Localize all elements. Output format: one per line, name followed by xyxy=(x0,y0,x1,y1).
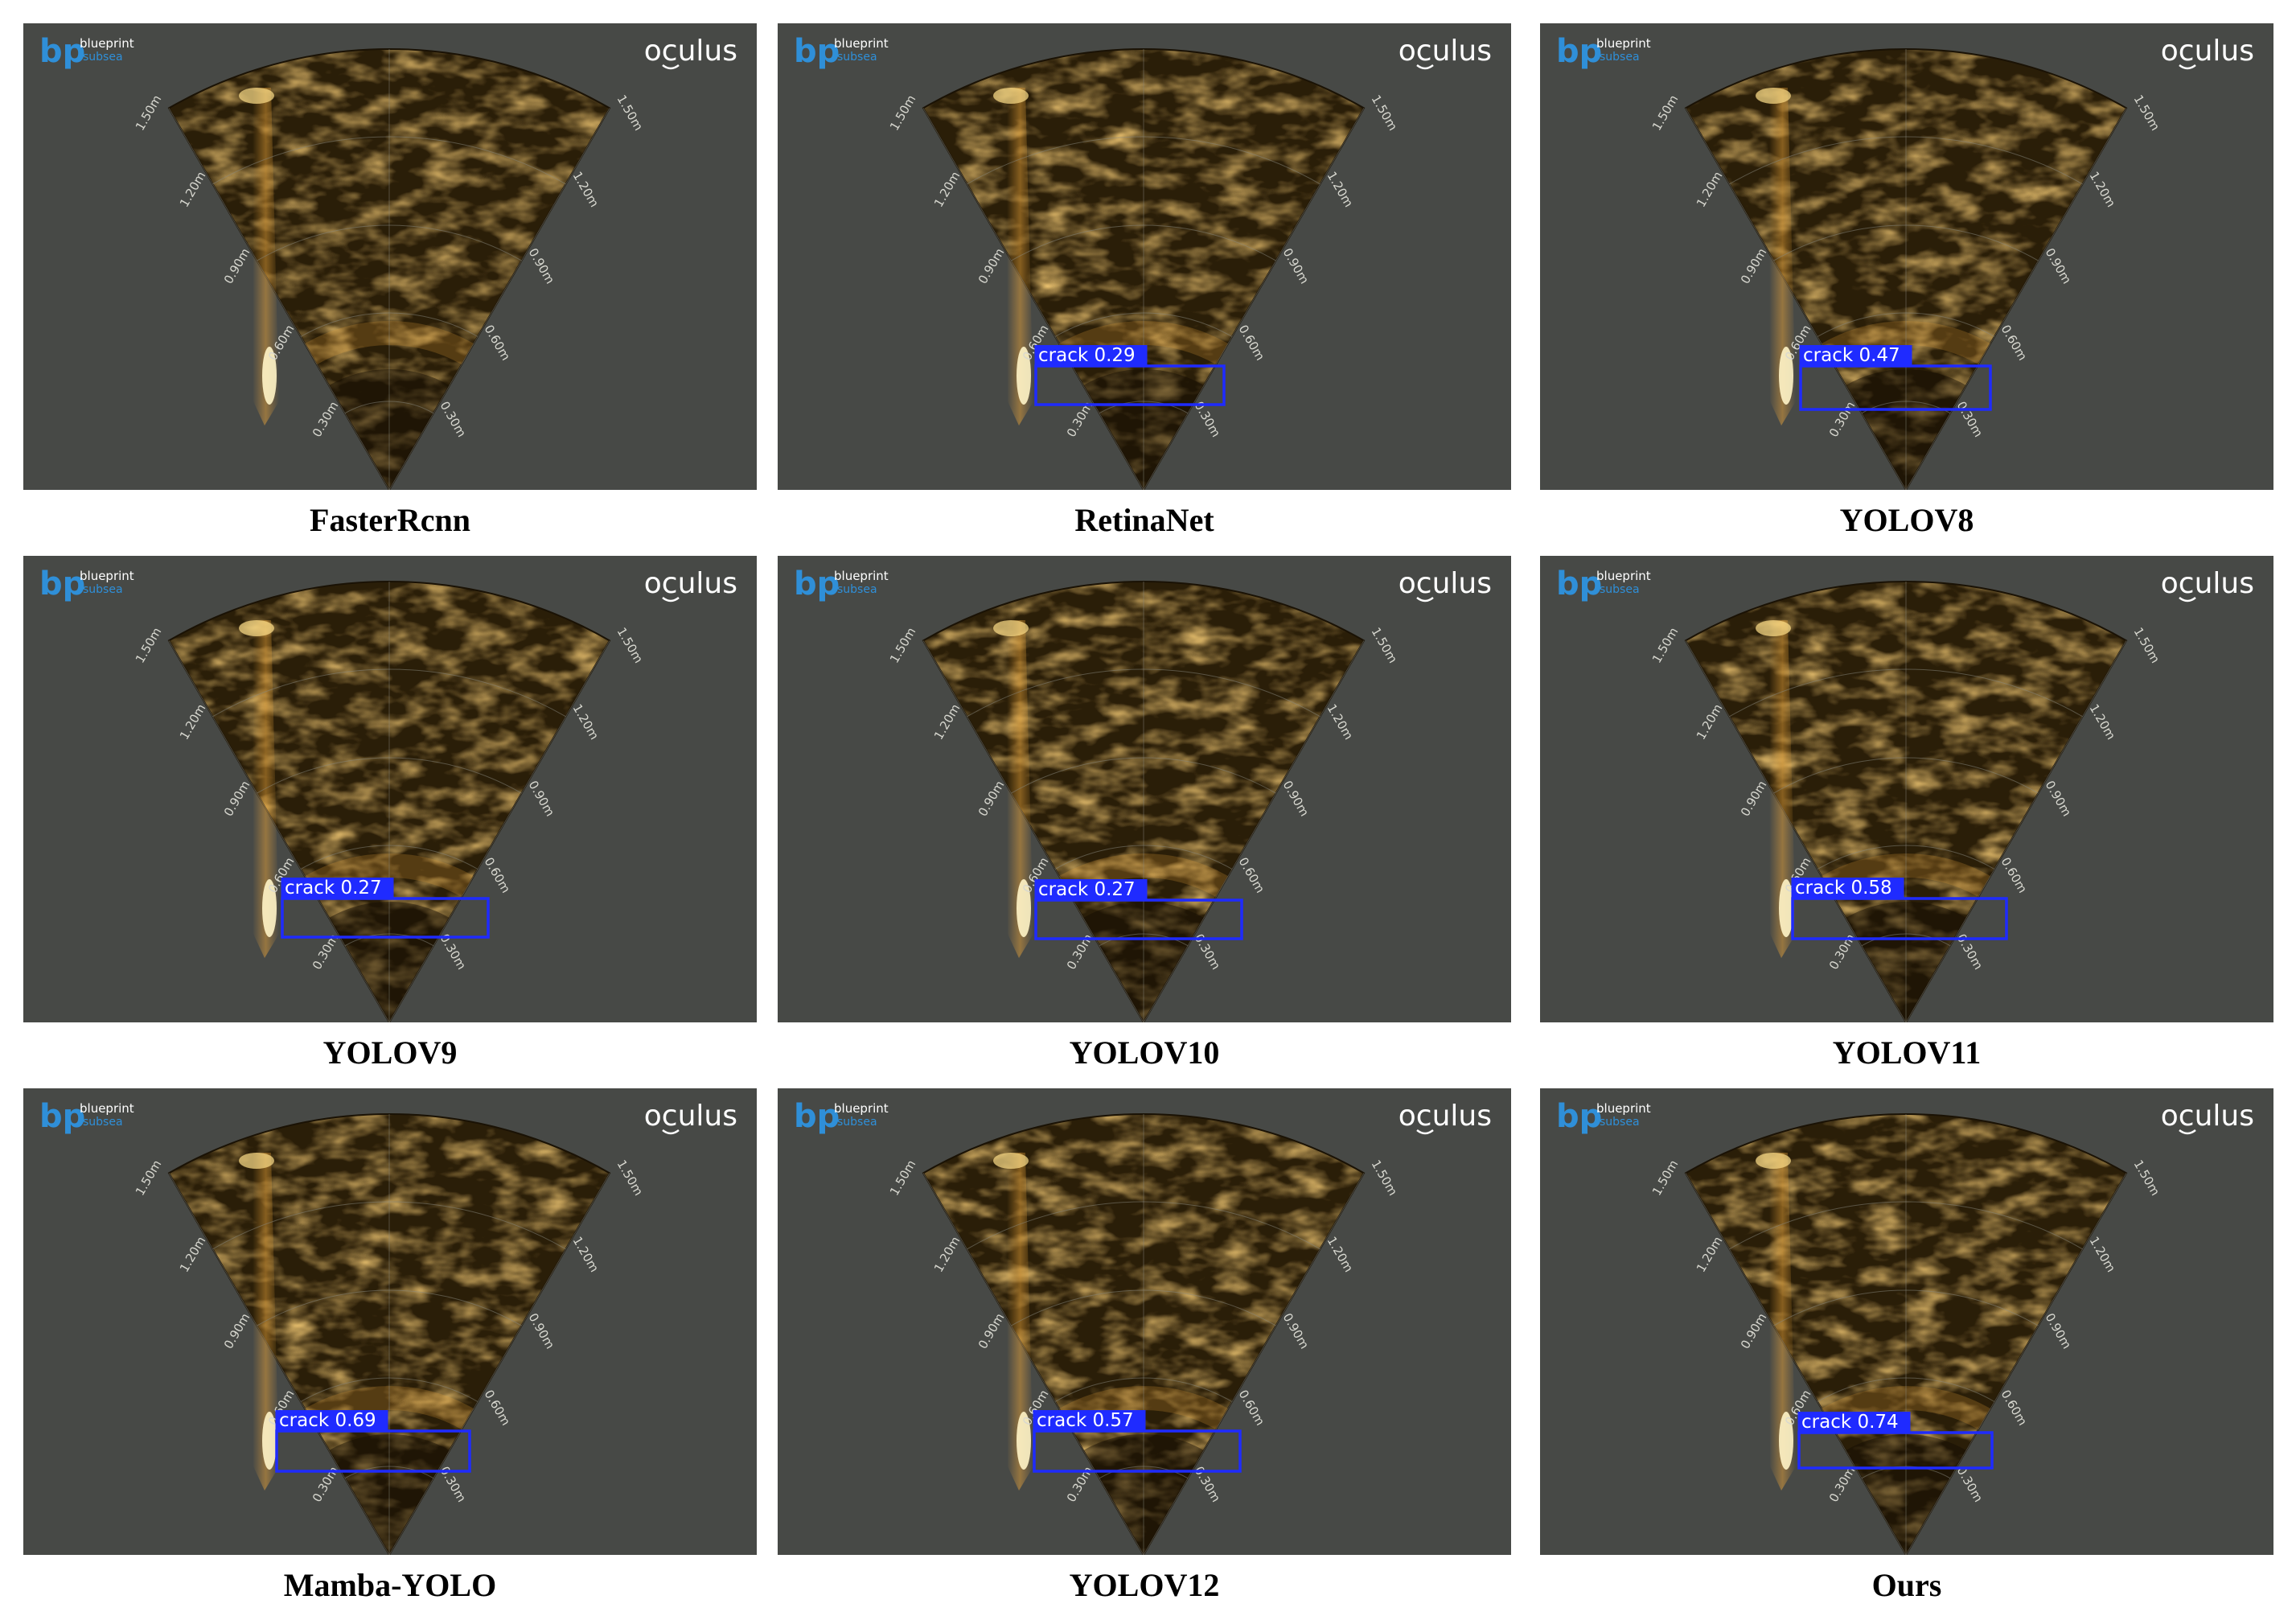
svg-text:bp: bp xyxy=(1556,33,1602,70)
detection-box: crack 0.27 xyxy=(281,878,490,939)
detection-label: crack 0.57 xyxy=(1037,1410,1134,1431)
svg-text:subsea: subsea xyxy=(83,51,123,64)
method-caption: YOLOV8 xyxy=(1839,502,1974,538)
sonar-panel: 0.30m 0.30m 0.60m 0.60m 0.90m 0.90m 1.20m 1.20m… xyxy=(1540,23,2273,490)
svg-text:blueprint: blueprint xyxy=(80,1101,134,1116)
svg-text:subsea: subsea xyxy=(837,1116,877,1129)
svg-text:bp: bp xyxy=(39,565,85,602)
svg-text:subsea: subsea xyxy=(1600,1116,1640,1129)
detection-label: crack 0.74 xyxy=(1801,1412,1899,1433)
svg-text:bp: bp xyxy=(39,33,85,70)
sonar-panel: 0.30m 0.30m 0.60m 0.60m 0.90m 0.90m 1.20m 1.20m… xyxy=(778,23,1511,490)
detection-box: crack 0.74 xyxy=(1797,1412,1994,1470)
method-caption: YOLOV9 xyxy=(322,1034,458,1071)
svg-text:blueprint: blueprint xyxy=(1596,1101,1651,1116)
echo-streak xyxy=(1769,1153,1796,1491)
svg-text:subsea: subsea xyxy=(83,1116,123,1129)
oculus-logo: oculus xyxy=(2161,1100,2254,1133)
detection-label: crack 0.27 xyxy=(285,878,382,899)
svg-text:blueprint: blueprint xyxy=(834,1101,889,1116)
sonar-panel: 0.30m 0.30m 0.60m 0.60m 0.90m 0.90m 1.20m 1.20m… xyxy=(1540,1088,2273,1555)
detection-label: crack 0.58 xyxy=(1795,878,1892,899)
echo-streak xyxy=(1769,620,1796,958)
svg-text:subsea: subsea xyxy=(837,583,877,596)
echo-streak xyxy=(1007,620,1033,958)
svg-text:blueprint: blueprint xyxy=(80,36,134,51)
detection-label: crack 0.69 xyxy=(279,1410,376,1431)
svg-text:bp: bp xyxy=(1556,1098,1602,1135)
detection-box: crack 0.57 xyxy=(1033,1410,1242,1473)
detection-label: crack 0.47 xyxy=(1803,345,1900,366)
svg-text:blueprint: blueprint xyxy=(80,569,134,583)
oculus-logo: oculus xyxy=(2161,567,2254,600)
detection-box: crack 0.58 xyxy=(1791,878,2008,940)
sonar-panel: 0.30m 0.30m 0.60m 0.60m 0.90m 0.90m 1.20m 1.20m… xyxy=(778,556,1511,1022)
oculus-logo: oculus xyxy=(644,35,737,68)
echo-streak xyxy=(253,620,279,958)
oculus-logo: oculus xyxy=(1399,567,1492,600)
method-caption: FasterRcnn xyxy=(310,502,470,538)
svg-text:blueprint: blueprint xyxy=(834,569,889,583)
svg-text:bp: bp xyxy=(39,1098,85,1135)
sonar-panel: 0.30m 0.30m 0.60m 0.60m 0.90m 0.90m 1.20m 1.20m… xyxy=(1540,556,2273,1022)
svg-text:subsea: subsea xyxy=(1600,583,1640,596)
sonar-panel: 0.30m 0.30m 0.60m 0.60m 0.90m 0.90m 1.20m 1.20m… xyxy=(23,23,757,490)
oculus-logo: oculus xyxy=(1399,35,1492,68)
detection-label: crack 0.27 xyxy=(1038,879,1136,900)
echo-streak xyxy=(253,88,279,426)
echo-streak xyxy=(1007,88,1033,426)
echo-streak xyxy=(1769,88,1796,426)
method-caption: YOLOV10 xyxy=(1069,1034,1220,1071)
svg-text:blueprint: blueprint xyxy=(1596,569,1651,583)
oculus-logo: oculus xyxy=(644,567,737,600)
detection-box: crack 0.29 xyxy=(1034,345,1226,406)
method-caption: YOLOV11 xyxy=(1832,1034,1982,1071)
svg-text:blueprint: blueprint xyxy=(834,36,889,51)
oculus-logo: oculus xyxy=(1399,1100,1492,1133)
svg-text:bp: bp xyxy=(794,33,840,70)
detection-label: crack 0.29 xyxy=(1038,345,1136,366)
detection-box: crack 0.27 xyxy=(1034,879,1243,940)
svg-text:bp: bp xyxy=(794,565,840,602)
svg-text:subsea: subsea xyxy=(837,51,877,64)
svg-text:subsea: subsea xyxy=(83,583,123,596)
svg-text:bp: bp xyxy=(1556,565,1602,602)
detection-box: crack 0.47 xyxy=(1799,345,1992,411)
sonar-panel: 0.30m 0.30m 0.60m 0.60m 0.90m 0.90m 1.20m 1.20m… xyxy=(23,1088,757,1555)
detection-box: crack 0.69 xyxy=(275,1410,471,1473)
sonar-panel: 0.30m 0.30m 0.60m 0.60m 0.90m 0.90m 1.20m 1.20m… xyxy=(23,556,757,1022)
sonar-panel: 0.30m 0.30m 0.60m 0.60m 0.90m 0.90m 1.20m 1.20m… xyxy=(778,1088,1511,1555)
svg-text:subsea: subsea xyxy=(1600,51,1640,64)
method-caption: Ours xyxy=(1871,1567,1942,1603)
method-caption: YOLOV12 xyxy=(1069,1567,1220,1603)
oculus-logo: oculus xyxy=(2161,35,2254,68)
echo-streak xyxy=(253,1153,279,1491)
echo-streak xyxy=(1007,1153,1033,1491)
svg-text:bp: bp xyxy=(794,1098,840,1135)
oculus-logo: oculus xyxy=(644,1100,737,1133)
svg-text:blueprint: blueprint xyxy=(1596,36,1651,51)
method-caption: RetinaNet xyxy=(1074,502,1214,538)
method-caption: Mamba-YOLO xyxy=(283,1567,497,1603)
